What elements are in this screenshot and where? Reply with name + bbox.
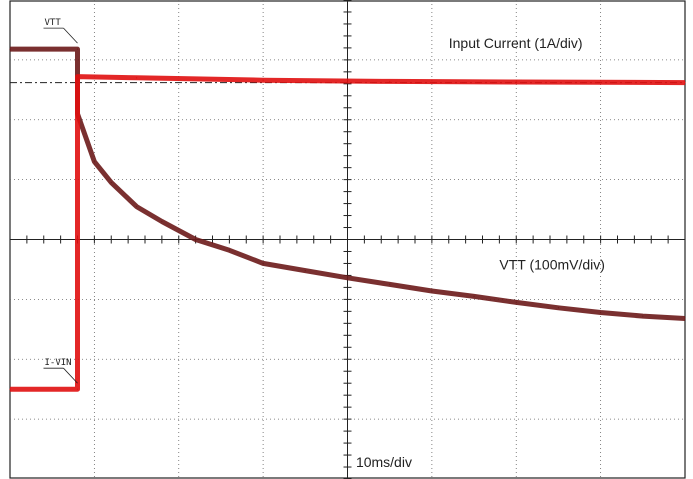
data-point <box>262 262 264 265</box>
annotation-label: Input Current (1A/div) <box>449 35 583 51</box>
data-point <box>262 79 264 81</box>
channel-marker-pointer <box>63 367 78 384</box>
channel-marker-label: I-VIN <box>45 358 72 368</box>
trace-1 <box>10 74 686 392</box>
data-point <box>76 76 79 78</box>
data-point <box>9 48 11 50</box>
data-point <box>110 182 112 184</box>
annotation-label: 10ms/div <box>356 454 412 470</box>
annotation-label: VTT (100mV/div) <box>499 256 605 272</box>
data-point <box>76 388 79 390</box>
trace-0 <box>10 46 686 321</box>
data-point <box>9 388 11 390</box>
channel-markers: VTT I-VIN <box>43 18 78 384</box>
data-point <box>228 249 230 251</box>
data-point <box>76 48 79 50</box>
data-point <box>135 205 138 208</box>
data-point <box>557 307 560 309</box>
annotations: Input Current (1A/div) VTT (100mV/div) 10m… <box>356 35 605 470</box>
data-point <box>304 270 306 272</box>
data-point <box>600 311 602 314</box>
data-point <box>684 317 686 320</box>
traces <box>9 46 686 392</box>
channel-marker-pointer <box>63 27 78 44</box>
data-point <box>389 80 391 83</box>
data-point <box>515 81 517 83</box>
data-point <box>346 277 349 279</box>
grid <box>9 0 686 479</box>
data-point <box>515 301 517 303</box>
data-point <box>389 283 391 286</box>
data-point <box>161 220 163 223</box>
channel-marker-label: VTT <box>45 18 62 28</box>
data-point <box>135 77 138 79</box>
data-point <box>642 315 644 317</box>
data-point <box>473 295 475 297</box>
data-point <box>195 238 197 241</box>
data-point <box>93 161 95 163</box>
data-point <box>684 82 686 84</box>
data-point <box>431 290 433 292</box>
